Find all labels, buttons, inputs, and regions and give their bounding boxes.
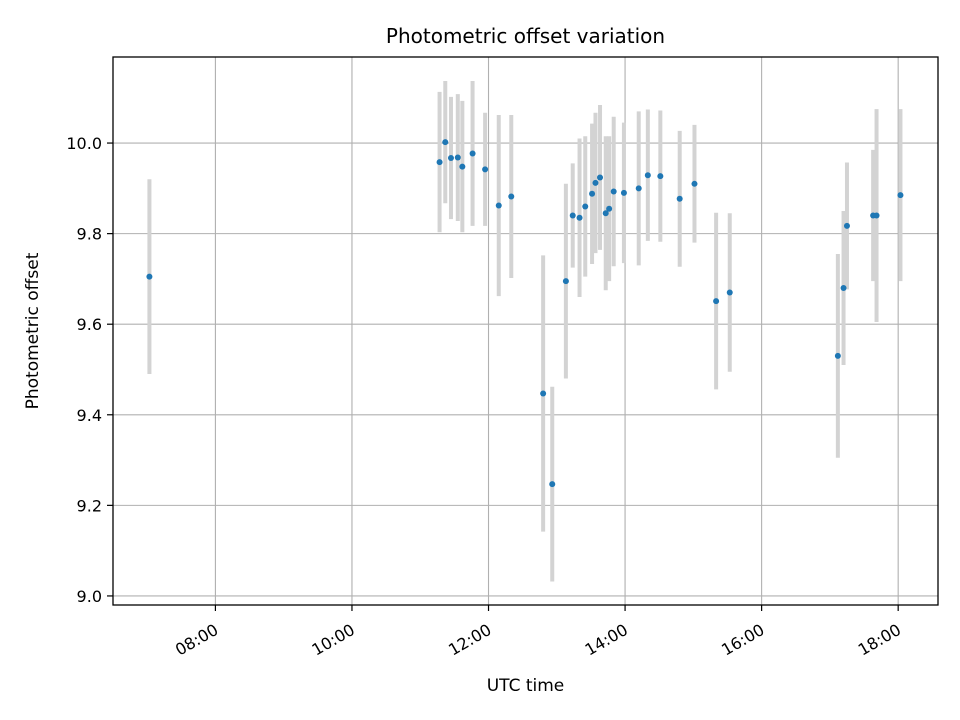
data-point xyxy=(602,210,609,217)
data-point xyxy=(691,180,698,187)
data-point xyxy=(540,390,547,397)
point-layer xyxy=(146,139,904,488)
data-point xyxy=(726,289,733,296)
data-point xyxy=(569,212,576,219)
grid-layer xyxy=(113,57,938,605)
data-point xyxy=(873,212,880,219)
y-tick-label: 10.0 xyxy=(66,134,102,153)
data-point xyxy=(592,179,599,186)
data-point xyxy=(582,203,589,210)
data-point xyxy=(713,298,720,305)
data-point xyxy=(676,195,683,202)
data-point xyxy=(436,159,443,166)
data-point xyxy=(562,278,569,285)
data-point xyxy=(442,139,449,146)
data-point xyxy=(447,154,454,161)
data-point xyxy=(606,205,613,212)
y-tick-label: 9.8 xyxy=(77,225,102,244)
y-tick-label: 9.2 xyxy=(77,496,102,515)
data-point xyxy=(495,202,502,209)
data-point xyxy=(834,352,841,359)
y-tick-label: 9.0 xyxy=(77,587,102,606)
data-point xyxy=(482,166,489,173)
data-point xyxy=(459,163,466,170)
data-point xyxy=(469,150,476,157)
data-point xyxy=(597,174,604,181)
data-point xyxy=(146,273,153,280)
data-point xyxy=(454,154,461,161)
data-point xyxy=(644,172,651,179)
data-point xyxy=(843,222,850,229)
data-point xyxy=(549,481,556,488)
y-tick-label: 9.4 xyxy=(77,406,102,425)
data-point xyxy=(897,192,904,199)
data-point xyxy=(620,189,627,196)
y-axis-title: Photometric offset xyxy=(23,252,43,409)
y-tick-label: 9.6 xyxy=(77,315,102,334)
chart-title: Photometric offset variation xyxy=(386,24,665,48)
data-point xyxy=(657,173,664,180)
data-point xyxy=(589,190,596,197)
data-point xyxy=(635,185,642,192)
data-point xyxy=(576,214,583,221)
data-point xyxy=(610,188,617,195)
x-axis-title: UTC time xyxy=(487,676,565,696)
data-point xyxy=(508,193,515,200)
plot-frame xyxy=(112,56,939,606)
data-point xyxy=(840,284,847,291)
